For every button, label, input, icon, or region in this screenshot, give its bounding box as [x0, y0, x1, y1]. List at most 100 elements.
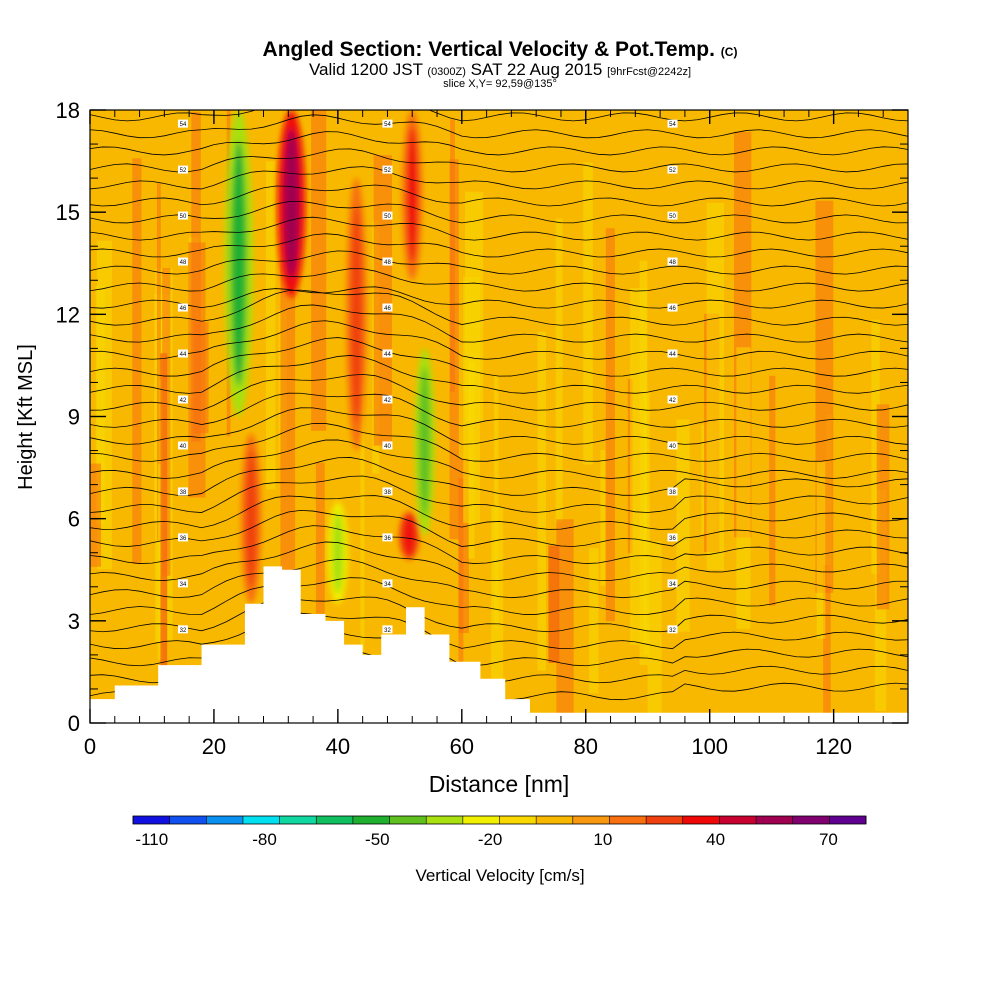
colorbar-swatch [316, 816, 354, 824]
velocity-texture-streak [823, 565, 831, 715]
isentrope-label: 52 [667, 165, 678, 174]
isentrope-label: 34 [667, 579, 678, 588]
isentrope-line [90, 110, 908, 122]
velocity-texture-streak [556, 519, 574, 717]
isentrope-label-bg [382, 487, 393, 496]
y-tick-label: 15 [56, 200, 80, 225]
isentrope-label-text: 54 [669, 122, 676, 128]
isentrope-label: 48 [177, 257, 188, 266]
velocity-feature-core [350, 205, 362, 424]
isentrope-line [90, 577, 908, 615]
velocity-texture-streak [589, 547, 599, 694]
colorbar-swatch [756, 816, 793, 824]
isentrope-label: 36 [667, 533, 678, 542]
isentrope-line [90, 286, 908, 309]
velocity-texture-streak [736, 347, 751, 629]
isentrope-label-text: 32 [384, 628, 391, 634]
velocity-texture-streak [162, 268, 171, 576]
isentrope-label-text: 52 [669, 168, 676, 174]
isentrope-line [90, 392, 908, 428]
isentrope-label: 32 [177, 625, 188, 634]
colorbar-swatch [646, 816, 684, 824]
isentrope-label: 54 [177, 119, 188, 128]
isentrope-label-text: 40 [384, 444, 391, 450]
velocity-feature-core [406, 127, 418, 264]
isentrope-label-bg [382, 119, 393, 128]
isentrope-label-bg [382, 395, 393, 404]
colorbar-tick-label: -50 [365, 830, 390, 849]
chart-title-text: Angled Section: Vertical Velocity & Pot.… [262, 38, 715, 61]
isentrope-line [90, 148, 908, 173]
colorbar-swatch [169, 816, 207, 824]
x-tick-label: 60 [450, 734, 474, 759]
isentrope-label: 36 [382, 533, 393, 542]
isentrope-line [90, 407, 908, 445]
isentrope-line [90, 525, 908, 564]
isentrope-label-bg [667, 119, 678, 128]
isentrope-label: 46 [667, 303, 678, 312]
colorbar-swatch [682, 816, 720, 824]
colorbar: -110 -80 -50 -20 10 40 70 [132, 815, 867, 849]
isentrope-label-bg [177, 303, 188, 312]
isentrope-line [90, 355, 908, 394]
isentrope-line [90, 423, 908, 462]
terrain [90, 566, 908, 723]
isentrope-label-text: 36 [669, 536, 676, 542]
colorbar-swatch [279, 816, 317, 824]
chart-title-units: (C) [720, 45, 738, 59]
isentrope-label: 44 [177, 349, 188, 358]
isentrope-label-text: 42 [180, 398, 187, 404]
isentrope-label-text: 42 [669, 398, 676, 404]
isentrope-line [90, 166, 908, 190]
isentrope-label-text: 38 [669, 490, 676, 496]
isentrope-line [90, 558, 908, 599]
isentrope-line [90, 596, 908, 633]
isentrope-label-text: 40 [180, 444, 187, 450]
velocity-texture-streak [450, 119, 455, 392]
y-tick-label: 6 [68, 507, 80, 532]
x-tick-label: 120 [815, 734, 852, 759]
isentrope-line [90, 233, 908, 258]
isentrope-label: 50 [177, 211, 188, 220]
velocity-texture-streak [156, 183, 161, 541]
chart-title: Angled Section: Vertical Velocity & Pot.… [0, 38, 1000, 62]
isentrope-label-text: 44 [180, 352, 187, 358]
velocity-texture-streak [265, 161, 276, 490]
isentrope-line [90, 475, 908, 513]
velocity-texture-streak [373, 155, 392, 446]
isentrope-label-bg [667, 211, 678, 220]
isentrope-line [90, 337, 908, 377]
isentrope-label: 42 [177, 395, 188, 404]
isentrope-line [90, 304, 908, 343]
velocity-texture-streak [90, 463, 102, 567]
velocity-texture-streak [280, 238, 296, 619]
isentrope-label: 32 [667, 625, 678, 634]
isentrope-label-bg [667, 533, 678, 542]
colorbar-swatch [352, 816, 390, 824]
isentrope-label-bg [177, 395, 188, 404]
isentrope-label-text: 38 [384, 490, 391, 496]
isentrope-label: 34 [382, 579, 393, 588]
x-tick-label: 40 [326, 734, 350, 759]
velocity-feature-core [332, 511, 344, 594]
isentrope-label: 32 [382, 625, 393, 634]
isentrope-label: 40 [382, 441, 393, 450]
isentrope-label-text: 32 [180, 628, 187, 634]
isentrope-label-bg [667, 625, 678, 634]
y-tick-label: 9 [68, 405, 80, 430]
colorbar-label: Vertical Velocity [cm/s] [415, 866, 584, 885]
velocity-texture-streak [548, 545, 560, 663]
isentrope-label-bg [177, 165, 188, 174]
isentrope-label-bg [667, 441, 678, 450]
velocity-feature-core [231, 140, 247, 386]
isentrope-label: 38 [177, 487, 188, 496]
velocity-texture-streak [360, 372, 365, 703]
isentrope-label: 42 [382, 395, 393, 404]
plot-area: 54 54 54 52 52 52 50 50 50 48 48 48 46 46 46 44 44 44 42 42… [89, 109, 909, 724]
velocity-texture-streak [315, 462, 325, 614]
isentrope-label: 52 [177, 165, 188, 174]
isentrope-label-bg [667, 349, 678, 358]
x-tick-label: 100 [691, 734, 728, 759]
isentrope-label-text: 48 [384, 260, 391, 266]
